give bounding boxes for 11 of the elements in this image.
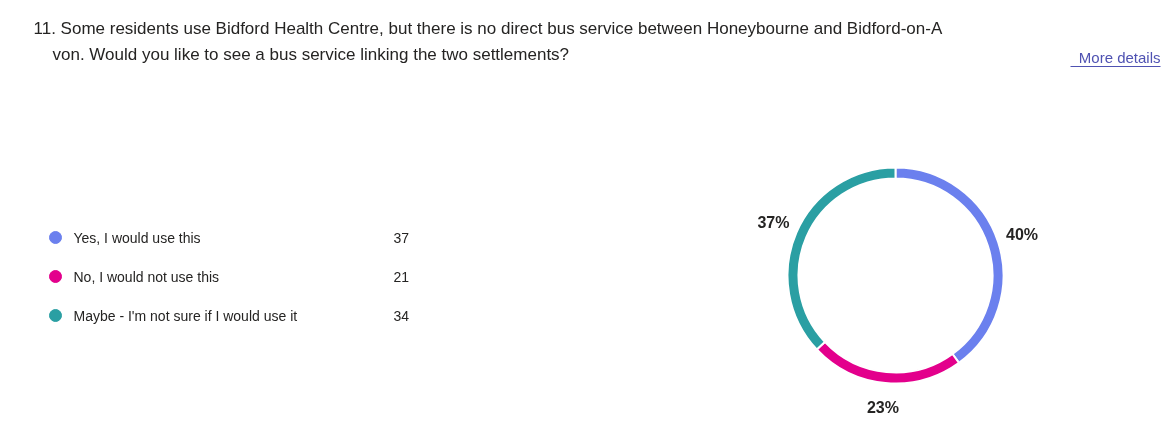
legend-label: Yes, I would use this [73, 229, 201, 246]
data-label: 37% [757, 214, 790, 232]
text: 21 [393, 268, 410, 285]
legend-label: Maybe - I'm not sure if I would use it [73, 307, 298, 324]
data-label: 40% [1005, 225, 1039, 243]
text: 34 [393, 307, 410, 324]
chart-title: 11. Some residents use Bidford Health Centre, but there is no direct bus service between Honeybourne and Bidford-on-Avon. Would you like to see a bus service linking the two settlements? [33, 19, 943, 64]
text: 37 [393, 229, 410, 246]
legend-label: No, I would not use this [73, 268, 220, 285]
data-label: 23% [866, 399, 899, 417]
text: More details [1078, 49, 1161, 66]
